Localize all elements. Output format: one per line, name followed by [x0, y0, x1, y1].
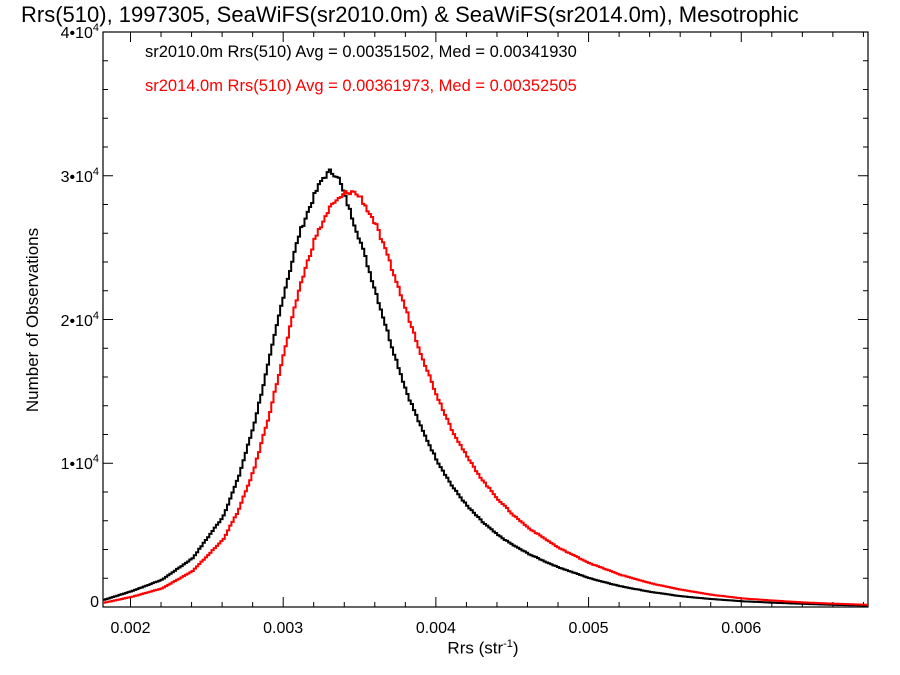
- y-tick-base: 1•10: [60, 456, 93, 474]
- x-tick-label: 0.002: [110, 620, 151, 637]
- series-sr2010-histogram: [103, 168, 868, 607]
- x-axis-label-close: ): [512, 638, 519, 658]
- y-tick-base: 3•10: [60, 168, 93, 186]
- y-tick-label: 3•104: [39, 166, 99, 187]
- annotation-sr2010: sr2010.0m Rrs(510) Avg = 0.00351502, Med…: [145, 43, 577, 61]
- y-tick-label: 4•104: [39, 22, 99, 43]
- y-tick-exponent: 4: [92, 309, 99, 322]
- x-axis-label-exponent: -1: [503, 638, 513, 650]
- y-tick-base: 0: [90, 594, 99, 611]
- series-sr2014-histogram: [103, 190, 868, 606]
- x-axis-label-text: Rrs (str: [447, 638, 504, 658]
- y-tick-exponent: 4: [92, 453, 99, 466]
- y-tick-label: 0: [39, 594, 99, 612]
- y-tick-label: 2•104: [39, 310, 99, 331]
- x-tick-label: 0.006: [721, 620, 762, 637]
- y-tick-label: 1•104: [39, 453, 99, 474]
- x-axis-label: Rrs (str-1): [447, 638, 518, 659]
- chart-title: Rrs(510), 1997305, SeaWiFS(sr2010.0m) & …: [21, 2, 799, 27]
- y-tick-base: 2•10: [60, 312, 93, 330]
- plot-frame: [102, 31, 869, 608]
- y-tick-exponent: 4: [92, 22, 99, 34]
- y-tick-base: 4•10: [60, 25, 93, 42]
- x-tick-label: 0.004: [415, 620, 456, 637]
- y-tick-exponent: 4: [92, 165, 99, 178]
- annotation-sr2014: sr2014.0m Rrs(510) Avg = 0.00361973, Med…: [145, 77, 577, 95]
- x-tick-label: 0.003: [263, 620, 304, 637]
- x-tick-label: 0.005: [568, 620, 609, 637]
